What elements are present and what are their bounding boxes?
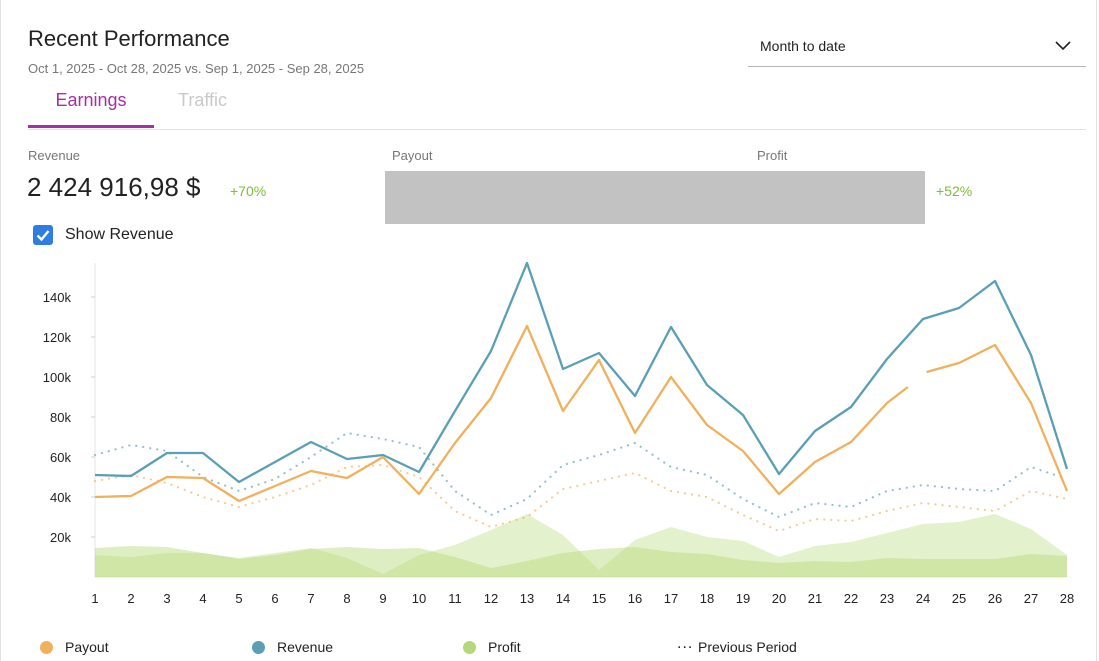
x-tick-label: 23 xyxy=(880,591,894,606)
tab-bar: Earnings Traffic xyxy=(28,85,1086,130)
x-tick-label: 21 xyxy=(808,591,822,606)
revenue-label: Revenue xyxy=(28,148,81,163)
x-tick-label: 15 xyxy=(592,591,606,606)
legend-swatch-payout xyxy=(40,641,53,654)
legend-swatch-previous-period: ... xyxy=(677,635,694,652)
x-tick-label: 22 xyxy=(844,591,858,606)
profit-previous-area xyxy=(95,546,1067,577)
x-tick-label: 26 xyxy=(988,591,1002,606)
period-select[interactable]: Month to date xyxy=(748,24,1086,67)
tab-traffic[interactable]: Traffic xyxy=(178,90,228,110)
x-tick-label: 9 xyxy=(379,591,386,606)
period-select-value: Month to date xyxy=(760,38,846,54)
payout-label: Payout xyxy=(392,148,433,163)
profit-delta: +52% xyxy=(936,183,973,199)
show-revenue-label: Show Revenue xyxy=(65,226,174,243)
y-tick-label: 40k xyxy=(50,490,71,505)
x-tick-label: 13 xyxy=(520,591,534,606)
payout-line xyxy=(94,324,1069,503)
x-tick-label: 16 xyxy=(628,591,642,606)
legend-label-revenue: Revenue xyxy=(277,639,334,655)
date-range-subtitle: Oct 1, 2025 - Oct 28, 2025 vs. Sep 1, 20… xyxy=(28,61,365,76)
revenue-line xyxy=(94,261,1069,484)
profit-label: Profit xyxy=(757,148,788,163)
x-tick-label: 1 xyxy=(91,591,98,606)
legend-swatch-profit xyxy=(463,641,476,654)
legend-label-profit: Profit xyxy=(488,639,521,655)
x-tick-label: 19 xyxy=(736,591,750,606)
x-tick-label: 3 xyxy=(163,591,170,606)
revenue-delta: +70% xyxy=(230,183,267,199)
profit-area xyxy=(95,514,1067,577)
chevron-down-icon xyxy=(1055,41,1071,51)
x-tick-label: 10 xyxy=(412,591,426,606)
legend-label-payout: Payout xyxy=(65,639,109,655)
x-tick-label: 27 xyxy=(1024,591,1038,606)
x-tick-label: 24 xyxy=(916,591,930,606)
revenue-value: 2 424 916,98 $ xyxy=(27,172,201,202)
y-tick-label: 100k xyxy=(43,370,72,385)
x-tick-label: 4 xyxy=(199,591,206,606)
y-tick-label: 20k xyxy=(50,530,71,545)
x-tick-label: 17 xyxy=(664,591,678,606)
x-tick-label: 6 xyxy=(271,591,278,606)
page-title: Recent Performance xyxy=(28,26,230,51)
tab-earnings[interactable]: Earnings xyxy=(55,90,127,110)
x-tick-label: 18 xyxy=(700,591,714,606)
y-tick-label: 60k xyxy=(50,450,71,465)
legend-swatch-revenue xyxy=(252,641,265,654)
x-tick-label: 14 xyxy=(556,591,570,606)
y-tick-label: 120k xyxy=(43,330,72,345)
active-tab-indicator xyxy=(28,125,154,128)
y-tick-label: 80k xyxy=(50,410,71,425)
x-tick-label: 5 xyxy=(235,591,242,606)
show-revenue-checkbox[interactable] xyxy=(33,225,53,245)
x-tick-label: 28 xyxy=(1060,591,1074,606)
y-tick-label: 140k xyxy=(43,290,72,305)
x-tick-label: 7 xyxy=(307,591,314,606)
legend-label-previous-period: Previous Period xyxy=(698,639,797,655)
redacted-block xyxy=(385,171,925,224)
checkmark-icon xyxy=(36,230,50,242)
x-tick-label: 20 xyxy=(772,591,786,606)
x-tick-label: 2 xyxy=(127,591,134,606)
x-tick-label: 11 xyxy=(448,591,462,606)
x-tick-label: 8 xyxy=(343,591,350,606)
payout-previous-period-line xyxy=(93,463,1069,533)
x-tick-label: 25 xyxy=(952,591,966,606)
revenue-previous-period-line xyxy=(93,431,1069,519)
x-tick-label: 12 xyxy=(484,591,498,606)
